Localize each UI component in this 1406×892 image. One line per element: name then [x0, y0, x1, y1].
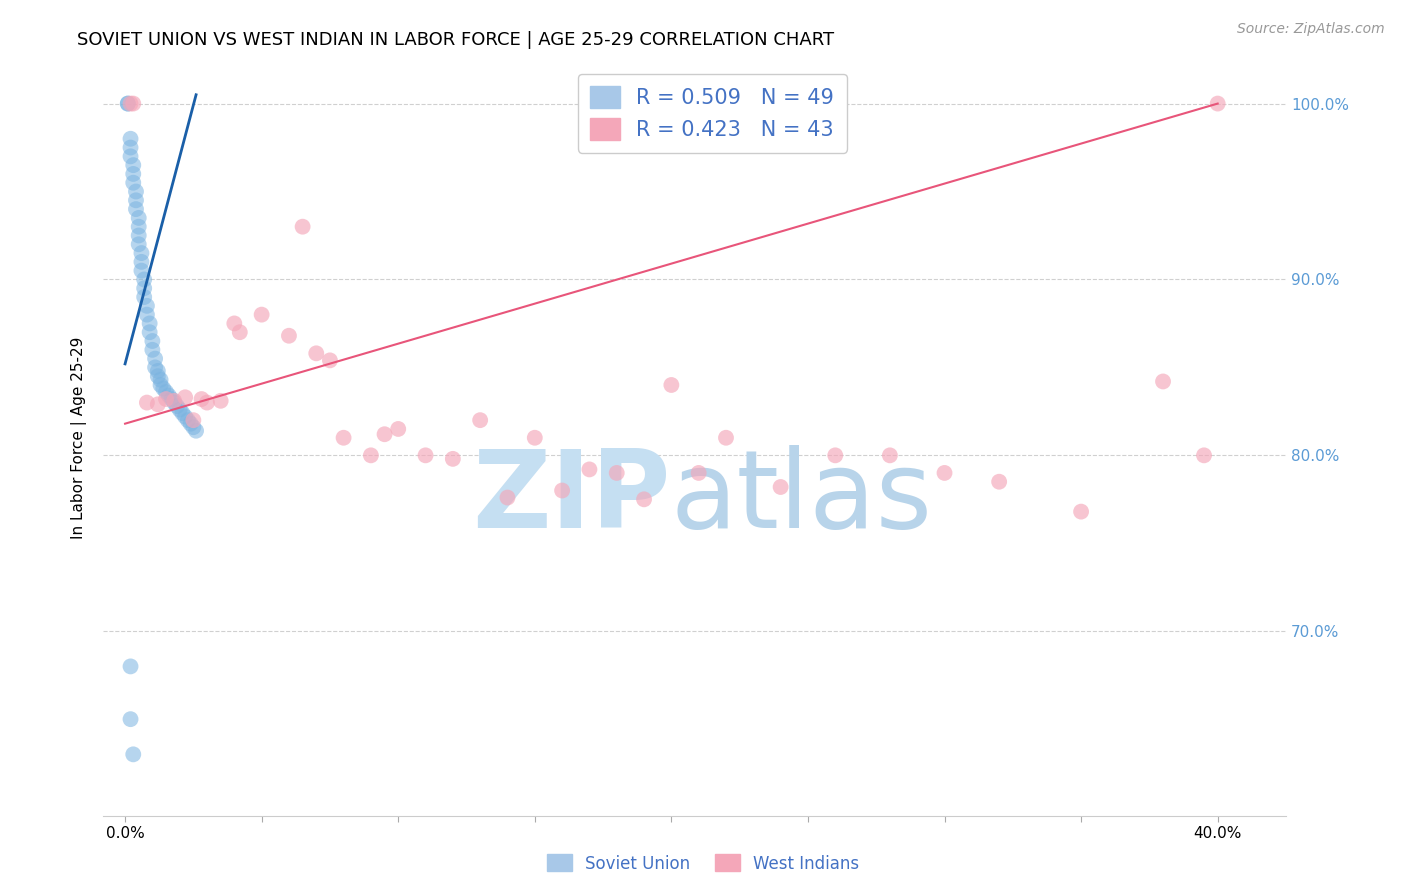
- Point: [120, 96, 142, 111]
- Legend: R = 0.509   N = 49, R = 0.423   N = 43: R = 0.509 N = 49, R = 0.423 N = 43: [578, 74, 846, 153]
- Text: Source: ZipAtlas.com: Source: ZipAtlas.com: [1237, 22, 1385, 37]
- Point: [305, 346, 328, 360]
- Point: [141, 343, 163, 357]
- Point: [183, 413, 205, 427]
- Point: [163, 393, 186, 408]
- Point: [117, 96, 139, 111]
- Point: [441, 451, 464, 466]
- Point: [688, 466, 710, 480]
- Point: [122, 747, 145, 762]
- Point: [149, 378, 172, 392]
- Point: [125, 194, 148, 208]
- Point: [523, 431, 546, 445]
- Point: [135, 299, 157, 313]
- Point: [278, 328, 301, 343]
- Point: [184, 424, 207, 438]
- Point: [143, 360, 166, 375]
- Point: [661, 378, 683, 392]
- Point: [250, 308, 273, 322]
- Point: [879, 448, 901, 462]
- Point: [146, 397, 169, 411]
- Point: [138, 325, 160, 339]
- Point: [120, 140, 142, 154]
- Point: [122, 167, 145, 181]
- Point: [120, 712, 142, 726]
- Point: [128, 211, 150, 225]
- Point: [157, 388, 180, 402]
- Point: [152, 382, 174, 396]
- Point: [128, 219, 150, 234]
- Point: [134, 272, 156, 286]
- Point: [138, 317, 160, 331]
- Point: [470, 413, 492, 427]
- Point: [122, 176, 145, 190]
- Point: [1192, 448, 1215, 462]
- Point: [496, 491, 519, 505]
- Point: [155, 392, 177, 406]
- Point: [122, 158, 145, 172]
- Point: [120, 659, 142, 673]
- Point: [146, 369, 169, 384]
- Point: [1206, 96, 1229, 111]
- Point: [174, 390, 197, 404]
- Point: [134, 290, 156, 304]
- Point: [195, 395, 218, 409]
- Point: [209, 393, 232, 408]
- Point: [120, 149, 142, 163]
- Point: [135, 308, 157, 322]
- Point: [229, 325, 252, 339]
- Point: [180, 417, 202, 431]
- Point: [125, 185, 148, 199]
- Point: [332, 431, 354, 445]
- Point: [163, 395, 186, 409]
- Point: [128, 228, 150, 243]
- Point: [190, 392, 212, 406]
- Point: [120, 132, 142, 146]
- Point: [183, 420, 205, 434]
- Text: SOVIET UNION VS WEST INDIAN IN LABOR FORCE | AGE 25-29 CORRELATION CHART: SOVIET UNION VS WEST INDIAN IN LABOR FOR…: [77, 31, 834, 49]
- Point: [387, 422, 409, 436]
- Point: [174, 409, 197, 424]
- Point: [224, 317, 246, 331]
- Point: [122, 96, 145, 111]
- Point: [135, 395, 157, 409]
- Point: [374, 427, 396, 442]
- Text: ZIP: ZIP: [472, 445, 671, 551]
- Text: atlas: atlas: [671, 445, 934, 551]
- Point: [551, 483, 574, 498]
- Point: [769, 480, 792, 494]
- Point: [166, 399, 188, 413]
- Point: [415, 448, 437, 462]
- Point: [606, 466, 628, 480]
- Point: [934, 466, 956, 480]
- Point: [824, 448, 846, 462]
- Point: [134, 281, 156, 295]
- Point: [131, 255, 153, 269]
- Point: [578, 462, 600, 476]
- Point: [131, 263, 153, 277]
- Point: [360, 448, 382, 462]
- Point: [131, 246, 153, 260]
- Legend: Soviet Union, West Indians: Soviet Union, West Indians: [540, 847, 866, 880]
- Point: [117, 96, 139, 111]
- Point: [633, 492, 655, 507]
- Point: [177, 413, 200, 427]
- Point: [155, 384, 177, 399]
- Point: [141, 334, 163, 348]
- Point: [714, 431, 737, 445]
- Point: [149, 373, 172, 387]
- Point: [1070, 505, 1092, 519]
- Point: [128, 237, 150, 252]
- Point: [291, 219, 314, 234]
- Point: [988, 475, 1011, 489]
- Point: [319, 353, 342, 368]
- Point: [143, 351, 166, 366]
- Point: [125, 202, 148, 216]
- Point: [169, 402, 191, 417]
- Point: [1152, 375, 1174, 389]
- Y-axis label: In Labor Force | Age 25-29: In Labor Force | Age 25-29: [72, 336, 87, 539]
- Point: [146, 364, 169, 378]
- Point: [160, 392, 183, 406]
- Point: [172, 406, 194, 420]
